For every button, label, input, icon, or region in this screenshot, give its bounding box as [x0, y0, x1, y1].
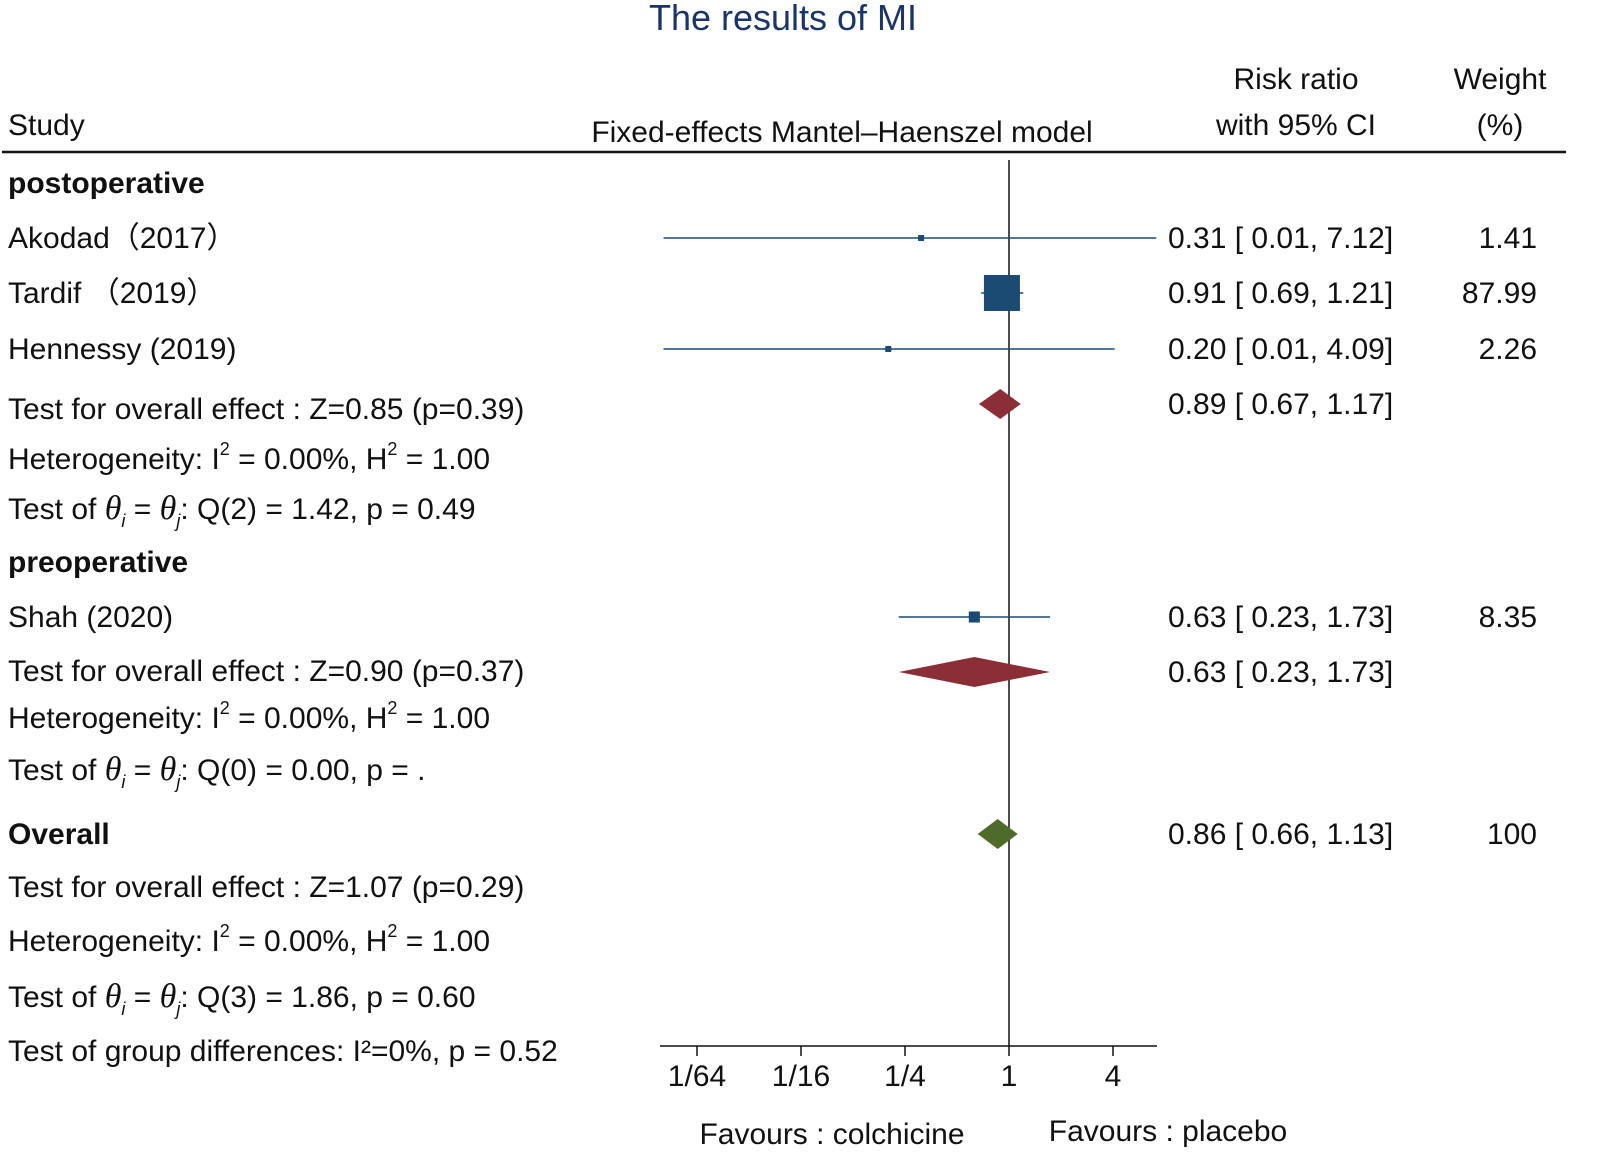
study-label: Hennessy (2019) — [8, 333, 236, 366]
row-study: Tardif （2019） 0.91 [ 0.69, 1.21] 87.99 — [8, 275, 1537, 311]
row-qtest: Test of θi = θj: Q(2) = 1.42, p = 0.49 — [8, 490, 476, 531]
row-qtest: Test of θi = θj: Q(0) = 0.00, p = . — [8, 751, 425, 792]
header-weight-line2: (%) — [1477, 109, 1524, 142]
subtotal-label: Test for overall effect : Z=0.90 (p=0.37… — [8, 655, 524, 688]
row-study: Akodad（2017） 0.31 [ 0.01, 7.12] 1.41 — [8, 222, 1537, 255]
header-model: Fixed-effects Mantel–Haenszel model — [591, 116, 1092, 149]
study-weight-square — [885, 346, 892, 352]
row-het: Heterogeneity: I2 = 0.00%, H2 = 1.00 — [8, 921, 490, 958]
row-study: Hennessy (2019) 0.20 [ 0.01, 4.09] 2.26 — [8, 333, 1537, 366]
row-qtest: Test of θi = θj: Q(3) = 1.86, p = 0.60 — [8, 978, 476, 1019]
text-label: Test for overall effect : Z=1.07 (p=0.29… — [8, 871, 524, 904]
header-rr-line2: with 95% CI — [1215, 109, 1376, 142]
weight-value: 100 — [1487, 818, 1537, 851]
chart-title: The results of MI — [649, 0, 917, 38]
risk-ratio-ci: 0.89 [ 0.67, 1.17] — [1168, 388, 1393, 421]
x-axis-ticks: 1/64 1/16 1/4 1 4 — [668, 1046, 1122, 1093]
homogeneity-test-text: Test of θi = θj: Q(3) = 1.86, p = 0.60 — [8, 978, 476, 1019]
homogeneity-test-text: Test of θi = θj: Q(2) = 1.42, p = 0.49 — [8, 490, 476, 531]
risk-ratio-ci: 0.31 [ 0.01, 7.12] — [1168, 222, 1393, 255]
x-tick-label: 1 — [1001, 1060, 1018, 1093]
row-text: Test for overall effect : Z=1.07 (p=0.29… — [8, 871, 524, 904]
study-weight-square — [968, 611, 980, 623]
study-label: Akodad（2017） — [8, 222, 237, 255]
favours-right-label: Favours : placebo — [1049, 1115, 1287, 1148]
weight-value: 2.26 — [1479, 333, 1537, 366]
study-weight-square — [918, 235, 925, 241]
x-tick-label: 4 — [1105, 1060, 1122, 1093]
x-tick-label: 1/4 — [884, 1060, 926, 1093]
forest-rows: postoperative Akodad（2017） 0.31 [ 0.01, 7.… — [8, 167, 1537, 1068]
weight-value: 8.35 — [1479, 601, 1537, 634]
row-group: postoperative — [8, 167, 205, 200]
heterogeneity-text: Heterogeneity: I2 = 0.00%, H2 = 1.00 — [8, 698, 490, 735]
row-subtotal: Test for overall effect : Z=0.85 (p=0.39… — [8, 388, 1393, 426]
row-het: Heterogeneity: I2 = 0.00%, H2 = 1.00 — [8, 439, 490, 476]
row-text: Test of group differences: I²=0%, p = 0.… — [8, 1035, 558, 1068]
overall-diamond — [977, 819, 1018, 849]
x-tick-label: 1/64 — [668, 1060, 726, 1093]
row-het: Heterogeneity: I2 = 0.00%, H2 = 1.00 — [8, 698, 490, 735]
x-tick-label: 1/16 — [772, 1060, 830, 1093]
weight-value: 1.41 — [1479, 222, 1537, 255]
risk-ratio-ci: 0.86 [ 0.66, 1.13] — [1168, 818, 1393, 851]
overall-label: Overall — [8, 818, 110, 851]
subtotal-label: Test for overall effect : Z=0.85 (p=0.39… — [8, 393, 524, 426]
risk-ratio-ci: 0.20 [ 0.01, 4.09] — [1168, 333, 1393, 366]
group-label: preoperative — [8, 546, 188, 579]
subgroup-diamond — [898, 657, 1051, 687]
header-rr-line1: Risk ratio — [1233, 63, 1358, 96]
header-study: Study — [8, 109, 85, 142]
row-subtotal: Test for overall effect : Z=0.90 (p=0.37… — [8, 655, 1393, 689]
risk-ratio-ci: 0.63 [ 0.23, 1.73] — [1168, 656, 1393, 689]
homogeneity-test-text: Test of θi = θj: Q(0) = 0.00, p = . — [8, 751, 425, 792]
group-label: postoperative — [8, 167, 205, 200]
risk-ratio-ci: 0.63 [ 0.23, 1.73] — [1168, 601, 1393, 634]
header-weight-line1: Weight — [1454, 63, 1547, 96]
weight-value: 87.99 — [1462, 277, 1537, 310]
risk-ratio-ci: 0.91 [ 0.69, 1.21] — [1168, 277, 1393, 310]
row-overall: Overall 0.86 [ 0.66, 1.13] 100 — [8, 818, 1537, 851]
row-group: preoperative — [8, 546, 188, 579]
subgroup-diamond — [978, 389, 1021, 419]
study-weight-square — [983, 275, 1020, 311]
study-label: Tardif （2019） — [8, 277, 216, 310]
text-label: Test of group differences: I²=0%, p = 0.… — [8, 1035, 558, 1068]
row-study: Shah (2020) 0.63 [ 0.23, 1.73] 8.35 — [8, 601, 1537, 634]
heterogeneity-text: Heterogeneity: I2 = 0.00%, H2 = 1.00 — [8, 921, 490, 958]
heterogeneity-text: Heterogeneity: I2 = 0.00%, H2 = 1.00 — [8, 439, 490, 476]
favours-left-label: Favours : colchicine — [699, 1118, 964, 1151]
study-label: Shah (2020) — [8, 601, 173, 634]
